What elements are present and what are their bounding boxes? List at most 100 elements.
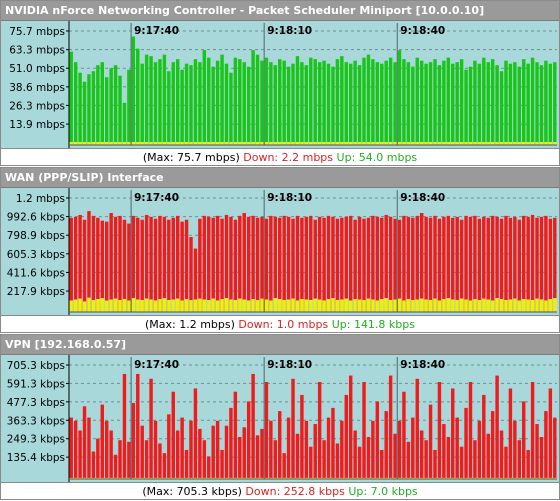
down-bar: [167, 219, 171, 312]
up-bar: [344, 477, 348, 479]
up-bar: [437, 65, 442, 145]
down-bar: [393, 433, 397, 479]
up-bar: [411, 299, 415, 312]
up-bar: [437, 300, 442, 312]
down-bar: [388, 141, 393, 145]
down-bar: [158, 215, 162, 312]
down-bar: [317, 141, 322, 145]
down-bar: [526, 449, 530, 479]
down-bar: [246, 216, 251, 312]
up-bar: [82, 81, 87, 145]
up-bar: [535, 62, 539, 145]
down-bar: [459, 446, 464, 479]
y-axis-area: [1, 188, 69, 315]
down-bar: [122, 141, 127, 145]
down-bar: [522, 215, 526, 312]
down-bar: [167, 414, 171, 479]
up-bar: [517, 300, 522, 312]
down-bar: [82, 141, 87, 145]
up-bar: [229, 72, 233, 145]
up-bar: [273, 298, 278, 312]
up-bar: [175, 477, 180, 479]
down-bar: [309, 141, 313, 145]
down-bar: [526, 141, 530, 145]
down-bar: [380, 449, 384, 479]
down-bar: [451, 217, 455, 312]
up-bar: [118, 75, 122, 145]
up-bar: [104, 77, 109, 145]
up-bar: [348, 477, 353, 479]
down-bar: [69, 217, 73, 312]
down-bar: [233, 219, 238, 312]
down-bar: [490, 215, 495, 312]
up-bar: [433, 59, 437, 145]
down-bar: [451, 388, 455, 479]
up-bar: [397, 298, 402, 312]
up-bar: [131, 298, 136, 312]
down-bar: [473, 440, 477, 479]
up-bar: [140, 299, 144, 312]
down-bar: [375, 141, 380, 145]
up-bar: [149, 299, 153, 312]
down-bar: [238, 215, 242, 312]
down-bar: [140, 141, 144, 145]
down-bar: [207, 456, 211, 479]
up-bar: [180, 477, 184, 479]
down-bar: [295, 141, 300, 145]
down-bar: [171, 141, 175, 145]
down-bar: [486, 141, 490, 145]
down-bar: [264, 141, 269, 145]
down-bar: [490, 141, 495, 145]
up-bar: [486, 477, 490, 479]
up-bar: [131, 36, 136, 146]
up-bar: [131, 477, 136, 479]
time-marker-label: 9:18:40: [400, 25, 445, 37]
down-bar: [118, 141, 122, 145]
up-bar: [428, 62, 433, 145]
down-bar: [397, 219, 402, 312]
up-bar: [406, 299, 411, 312]
up-bar: [424, 299, 428, 312]
down-bar: [242, 212, 246, 312]
down-bar: [482, 216, 486, 312]
down-bar: [127, 441, 131, 479]
down-bar: [69, 417, 73, 479]
up-bar: [140, 63, 144, 145]
down-bar: [388, 375, 393, 479]
footer-max: (Max: 75.7 mbps): [142, 151, 240, 164]
down-bar: [118, 215, 122, 312]
down-bar: [539, 216, 544, 312]
down-bar: [73, 216, 78, 312]
up-bar: [220, 477, 224, 479]
down-bar: [273, 216, 278, 312]
up-bar: [322, 477, 326, 479]
down-bar: [189, 420, 193, 479]
up-bar: [495, 65, 499, 145]
down-bar: [73, 141, 78, 145]
up-bar: [109, 299, 113, 312]
down-bar: [171, 391, 175, 479]
down-bar: [326, 417, 331, 479]
up-bar: [104, 477, 109, 479]
up-bar: [366, 477, 371, 479]
time-marker-label: 9:17:40: [134, 25, 179, 37]
down-bar: [437, 218, 442, 312]
up-bar: [344, 62, 348, 145]
down-bar: [357, 141, 362, 145]
up-bar: [477, 299, 482, 312]
up-bar: [180, 69, 184, 145]
up-bar: [380, 477, 384, 479]
up-bar: [167, 477, 171, 479]
down-bar: [477, 420, 482, 479]
up-bar: [278, 299, 282, 312]
down-bar: [131, 215, 136, 312]
down-bar: [224, 141, 229, 145]
down-bar: [326, 215, 331, 312]
up-bar: [122, 477, 127, 479]
up-bar: [309, 477, 313, 479]
up-bar: [522, 299, 526, 312]
down-bar: [317, 216, 322, 312]
up-bar: [437, 477, 442, 479]
down-bar: [251, 215, 255, 312]
up-bar: [260, 477, 264, 479]
